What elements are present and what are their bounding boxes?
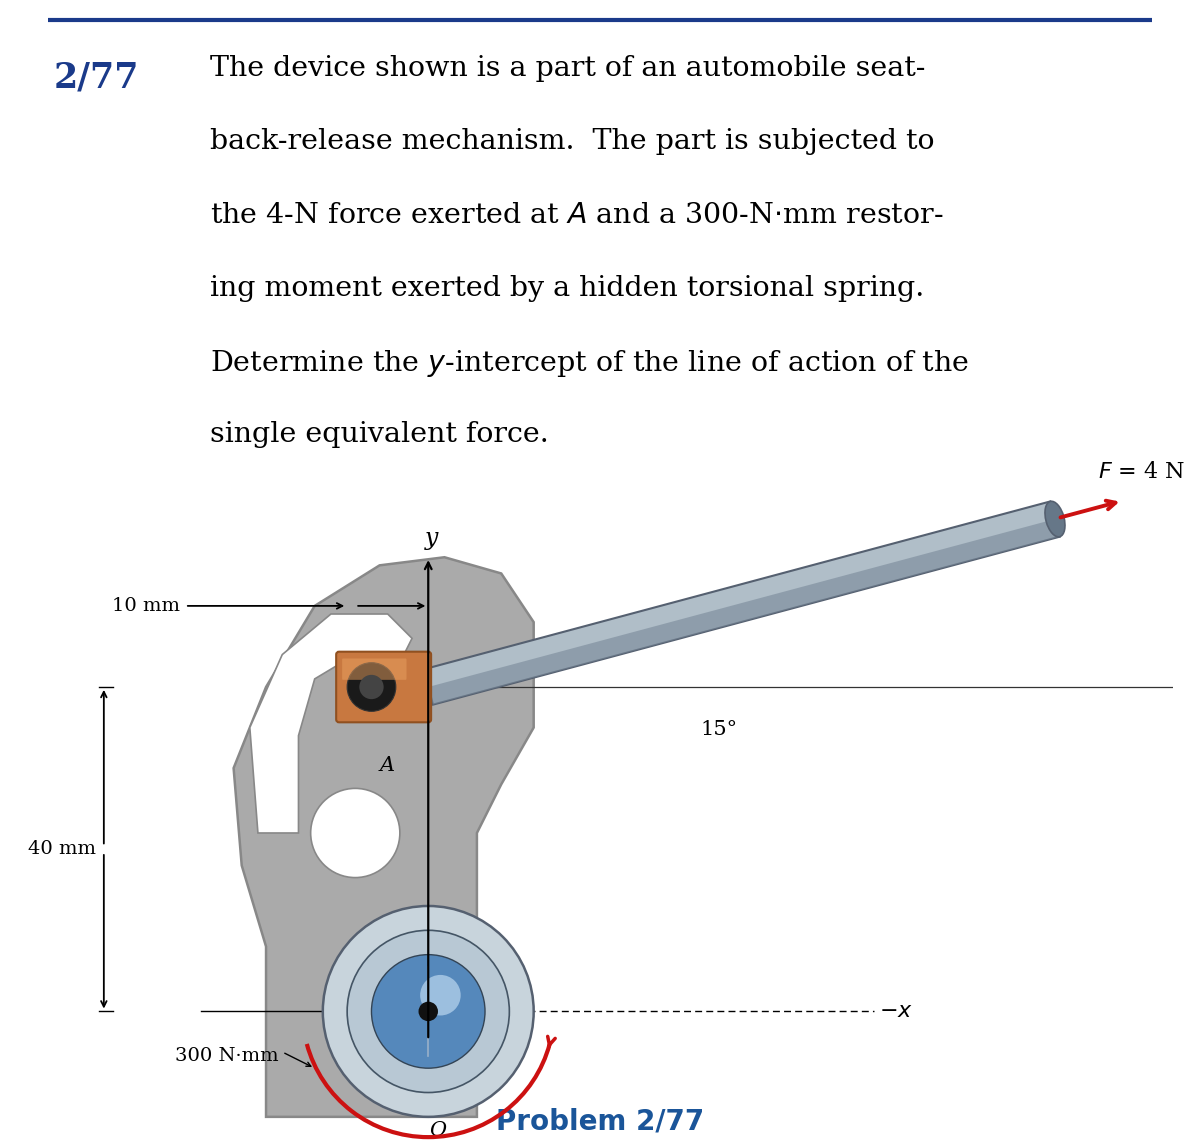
FancyBboxPatch shape bbox=[336, 652, 431, 722]
Polygon shape bbox=[424, 502, 1060, 704]
FancyBboxPatch shape bbox=[342, 658, 407, 680]
Text: back-release mechanism.  The part is subjected to: back-release mechanism. The part is subj… bbox=[210, 128, 935, 156]
Text: $\mathit{F}$ = 4 N: $\mathit{F}$ = 4 N bbox=[1098, 460, 1186, 482]
Text: 40 mm: 40 mm bbox=[28, 840, 96, 859]
Text: O: O bbox=[430, 1121, 446, 1140]
Text: Problem 2/77: Problem 2/77 bbox=[496, 1107, 704, 1135]
Text: 2/77: 2/77 bbox=[54, 61, 139, 94]
Text: 300 N·mm: 300 N·mm bbox=[174, 1047, 278, 1065]
Circle shape bbox=[359, 674, 384, 700]
Text: y: y bbox=[425, 527, 438, 550]
Circle shape bbox=[347, 930, 509, 1092]
Circle shape bbox=[311, 789, 400, 877]
Circle shape bbox=[372, 955, 485, 1068]
Ellipse shape bbox=[1045, 502, 1064, 537]
Text: $-x$: $-x$ bbox=[880, 1001, 913, 1022]
Circle shape bbox=[420, 974, 461, 1016]
Circle shape bbox=[323, 906, 534, 1116]
Text: A: A bbox=[379, 756, 395, 775]
Circle shape bbox=[347, 663, 396, 711]
Text: 15°: 15° bbox=[701, 720, 738, 740]
Text: The device shown is a part of an automobile seat-: The device shown is a part of an automob… bbox=[210, 55, 925, 82]
Circle shape bbox=[419, 1002, 438, 1021]
Text: single equivalent force.: single equivalent force. bbox=[210, 420, 548, 448]
Polygon shape bbox=[250, 614, 412, 834]
Text: 10 mm: 10 mm bbox=[112, 597, 180, 615]
Text: Determine the $\mathit{y}$-intercept of the line of action of the: Determine the $\mathit{y}$-intercept of … bbox=[210, 348, 970, 379]
Polygon shape bbox=[428, 519, 1060, 704]
Text: the 4-N force exerted at $\mathit{A}$ and a 300-N$\cdot$mm restor-: the 4-N force exerted at $\mathit{A}$ an… bbox=[210, 202, 943, 229]
Polygon shape bbox=[234, 558, 534, 1116]
Text: ing moment exerted by a hidden torsional spring.: ing moment exerted by a hidden torsional… bbox=[210, 275, 924, 301]
